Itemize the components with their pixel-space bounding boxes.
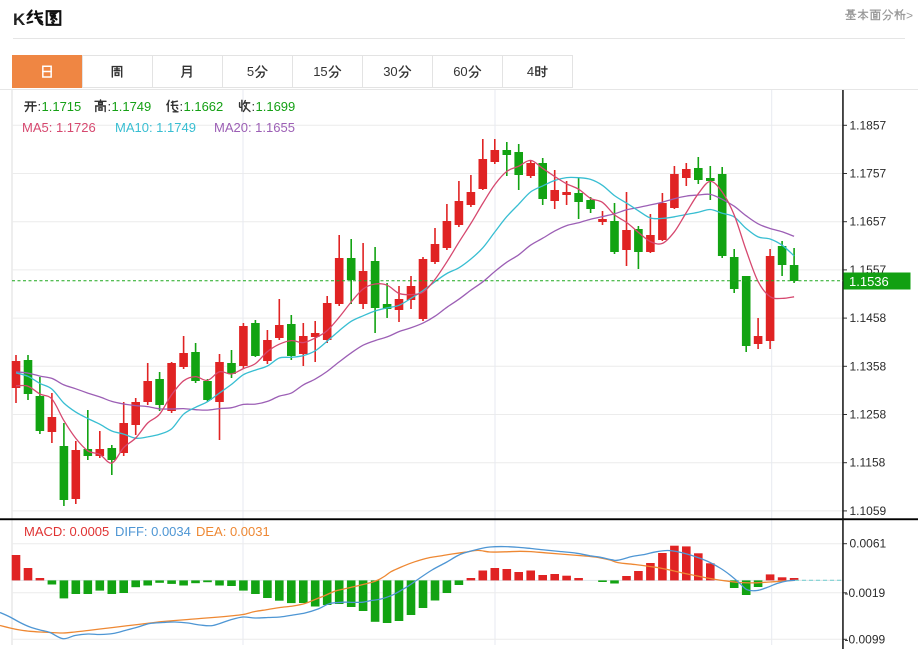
svg-text:1.1536: 1.1536 [849, 274, 889, 289]
svg-text:1.1258: 1.1258 [850, 408, 887, 422]
svg-text:1.1662: 1.1662 [184, 99, 224, 114]
svg-text:MACD: 0.0005: MACD: 0.0005 [24, 524, 109, 539]
svg-text:0.0061: 0.0061 [850, 537, 887, 551]
svg-text:-0.0019: -0.0019 [845, 586, 886, 600]
svg-text::: : [38, 99, 42, 114]
svg-text:30: 30 [383, 64, 397, 79]
svg-text:4: 4 [527, 64, 534, 79]
svg-text:1.1657: 1.1657 [850, 215, 887, 229]
svg-text:MA10: 1.1749: MA10: 1.1749 [115, 120, 196, 135]
svg-text:-0.0099: -0.0099 [845, 632, 886, 646]
svg-text:5: 5 [247, 64, 254, 79]
svg-text:1.1699: 1.1699 [256, 99, 296, 114]
svg-text:K: K [13, 10, 26, 29]
svg-text:MA20: 1.1655: MA20: 1.1655 [214, 120, 295, 135]
svg-text:1.1715: 1.1715 [42, 99, 82, 114]
svg-text::: : [180, 99, 184, 114]
svg-text::: : [252, 99, 256, 114]
svg-text:1.1358: 1.1358 [850, 359, 887, 373]
svg-text:15: 15 [313, 64, 327, 79]
svg-text:>: > [906, 9, 913, 23]
svg-text:1.1059: 1.1059 [850, 504, 887, 518]
svg-text:DEA: 0.0031: DEA: 0.0031 [196, 524, 270, 539]
svg-text:MA5: 1.1726: MA5: 1.1726 [22, 120, 96, 135]
svg-text:1.1749: 1.1749 [112, 99, 152, 114]
svg-text:DIFF: 0.0034: DIFF: 0.0034 [115, 524, 191, 539]
svg-text::: : [108, 99, 112, 114]
svg-text:1.1857: 1.1857 [850, 118, 887, 132]
svg-text:1.1757: 1.1757 [850, 167, 887, 181]
svg-text:1.1158: 1.1158 [850, 456, 886, 470]
svg-text:1.1458: 1.1458 [850, 311, 887, 325]
svg-text:60: 60 [453, 64, 467, 79]
